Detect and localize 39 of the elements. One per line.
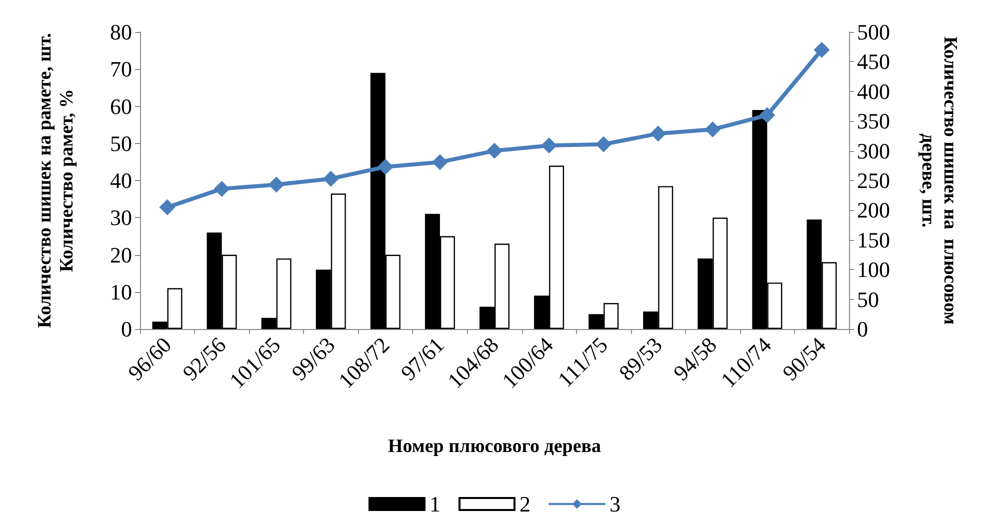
y-tick-label: 0 (121, 316, 132, 342)
y-tick-label: 80 (110, 20, 132, 44)
point (541, 137, 558, 154)
point (596, 136, 612, 152)
legend-label: 3 (610, 492, 620, 516)
legend-label: 1 (430, 492, 440, 516)
y2-tick-label: 50 (857, 286, 879, 312)
point (159, 199, 176, 216)
y2-tick-label: 100 (857, 257, 890, 282)
y2-tick-label: 0 (857, 316, 868, 342)
y2-tick-label: 300 (857, 138, 890, 164)
y-tick-label: 10 (110, 279, 132, 304)
point (650, 126, 666, 142)
point (486, 142, 502, 159)
y-tick-label: 70 (110, 56, 132, 82)
y2-tick-label: 150 (857, 227, 890, 252)
y-tick-label: 50 (110, 130, 132, 156)
y2-tick-label: 450 (857, 49, 890, 74)
y-tick-label: 40 (110, 168, 132, 193)
y-tick-label: 60 (110, 94, 132, 119)
y2-tick-label: 400 (857, 78, 890, 104)
point (214, 180, 230, 197)
point (268, 176, 284, 193)
y2-axis-title: Количество шишек на плюсовом дереве, шт. (918, 36, 960, 325)
point (322, 170, 339, 187)
point (704, 121, 721, 138)
point (377, 158, 394, 175)
y2-tick-label: 250 (857, 168, 890, 193)
y2-tick-label: 500 (857, 20, 890, 44)
y-axis-title: Количество шишек на рамете, шт. Количество рамет, % (34, 33, 78, 328)
x-axis-title: Номер плюсового дерева (388, 436, 602, 457)
point (759, 107, 776, 124)
y2-tick-label: 200 (857, 198, 890, 223)
y-tick-label: 30 (110, 205, 132, 230)
point (432, 154, 448, 170)
legend-label: 2 (520, 492, 530, 516)
point (814, 42, 830, 58)
y2-tick-label: 350 (857, 108, 890, 134)
y-tick-label: 20 (110, 242, 132, 268)
